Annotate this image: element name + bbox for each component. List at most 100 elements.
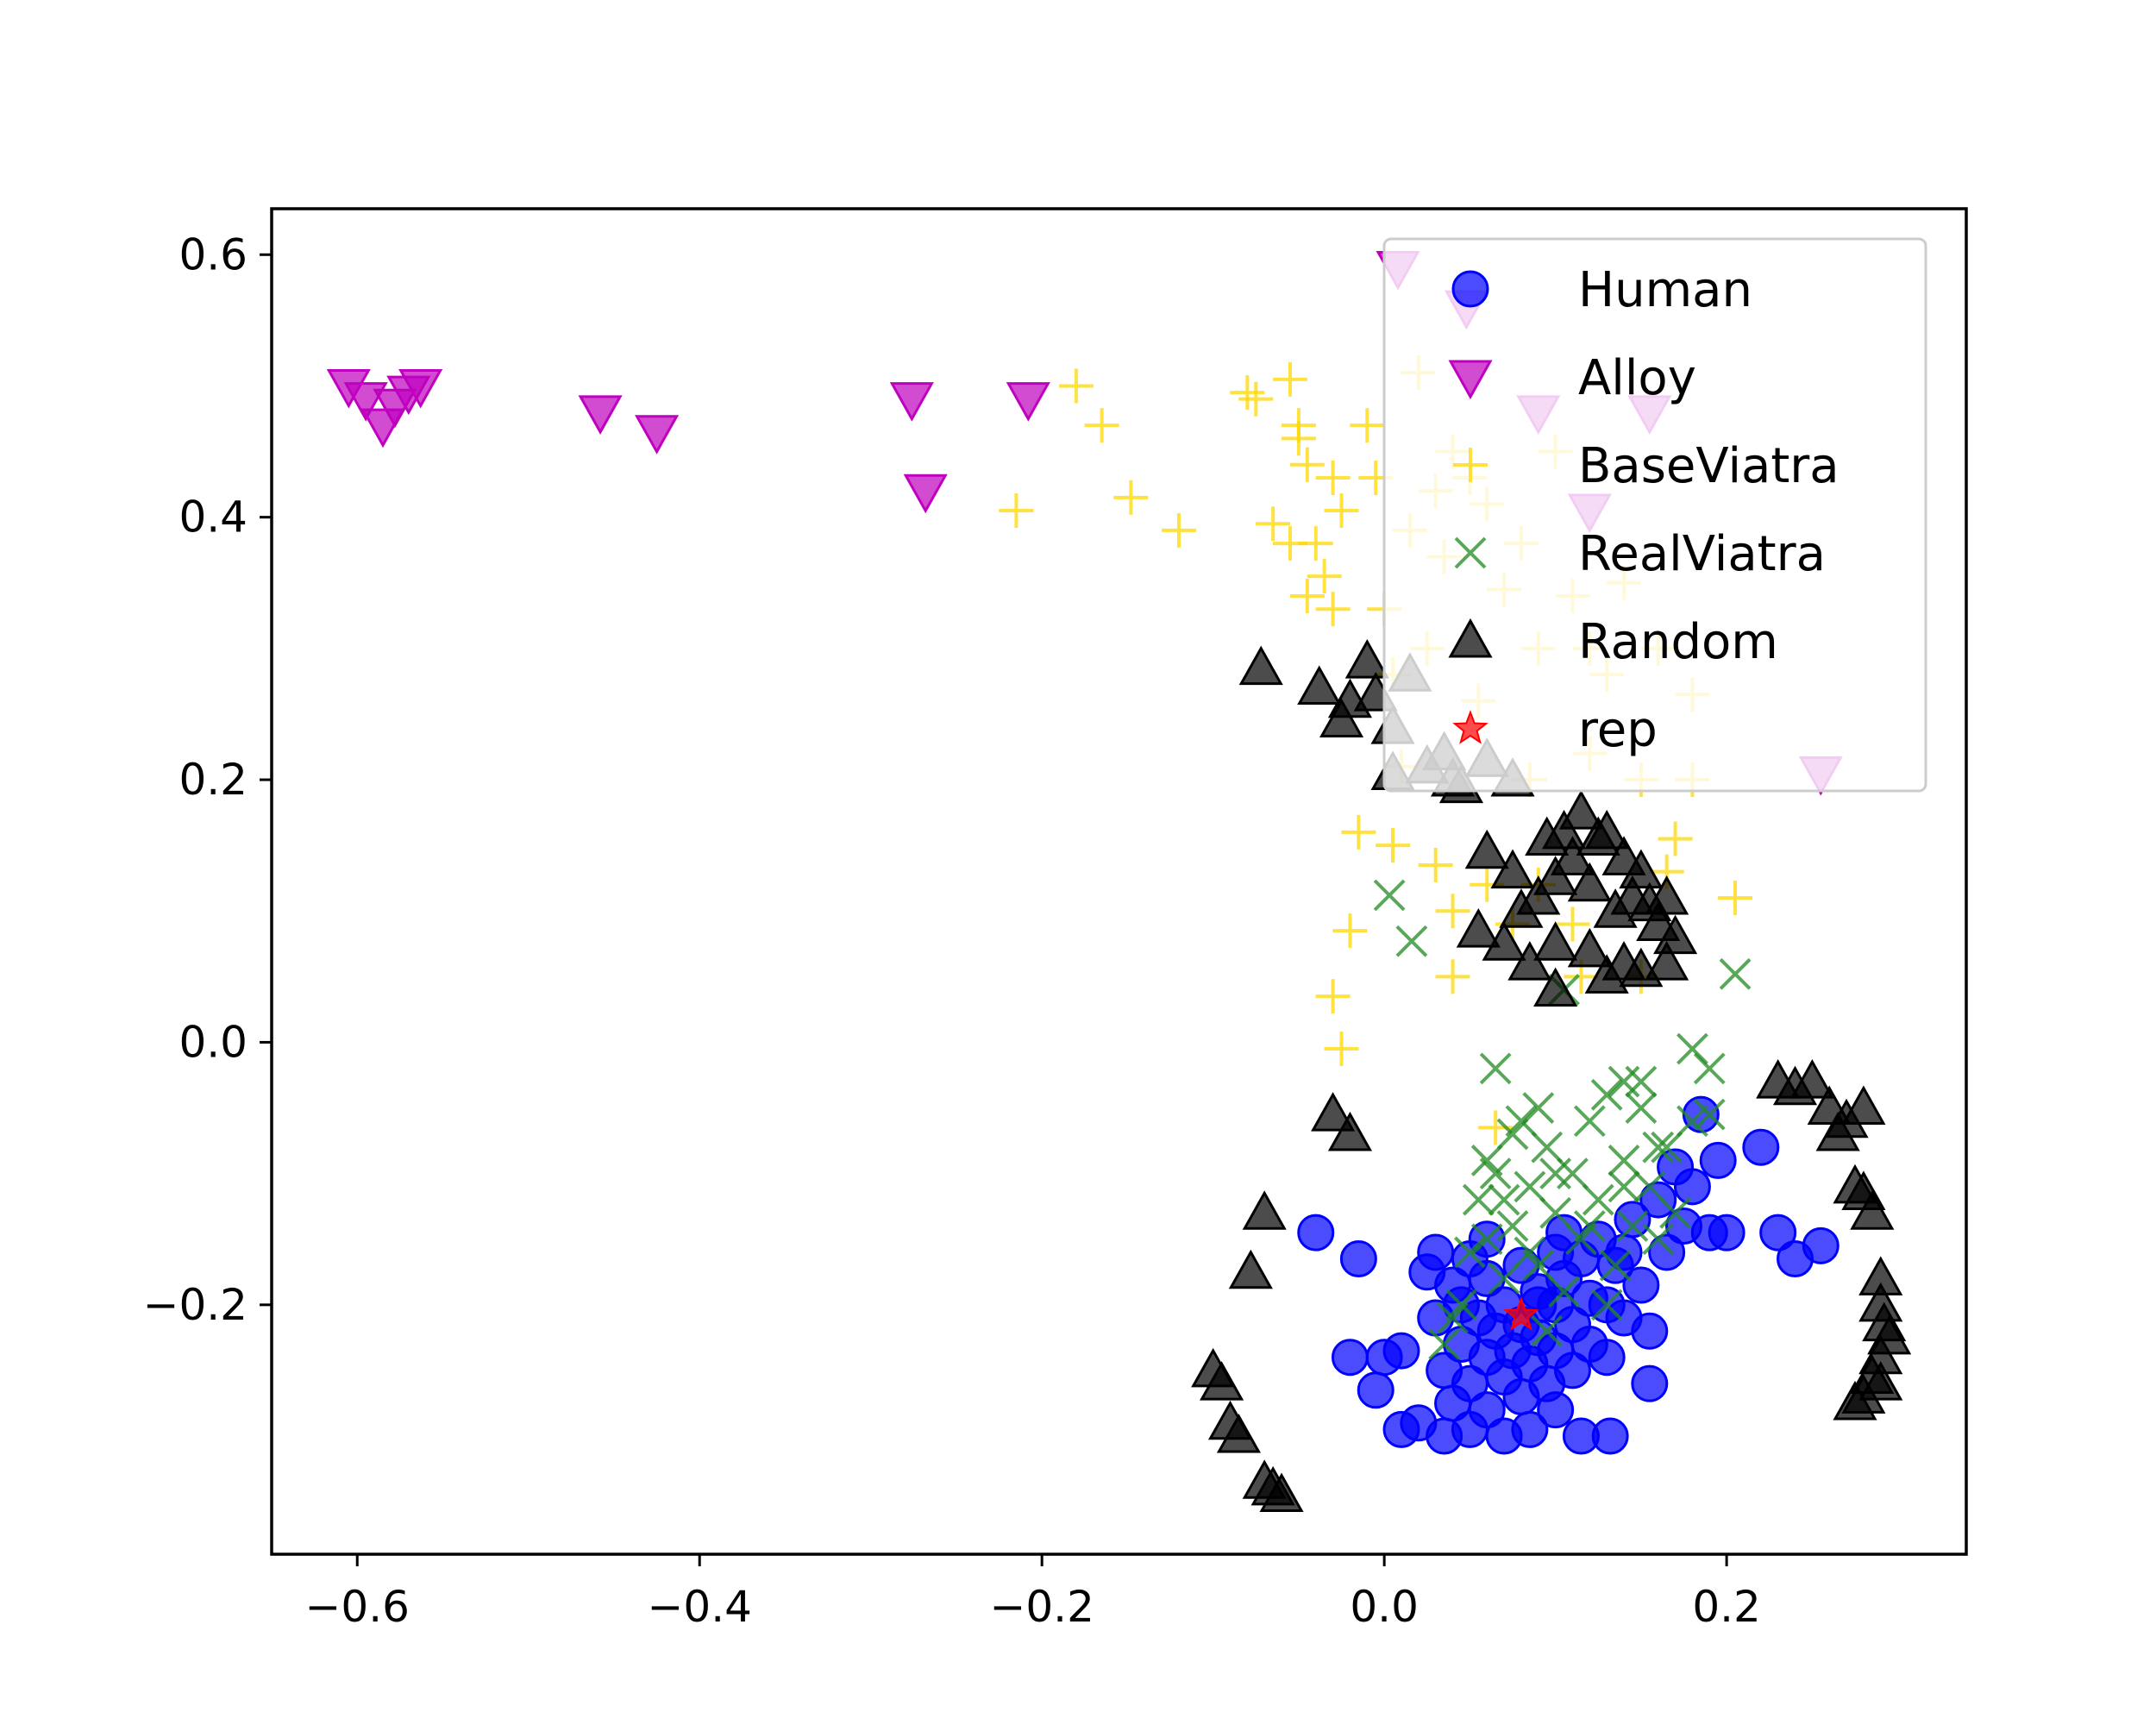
data-point-realviatra [1531, 1131, 1564, 1164]
data-point-alloy [1006, 382, 1050, 422]
data-point-baseviatra [1238, 381, 1274, 417]
data-point-random [1327, 1111, 1373, 1151]
data-point-realviatra [1693, 1052, 1726, 1085]
data-point-human [1759, 1214, 1797, 1251]
data-point-human [1417, 1233, 1455, 1271]
series-random [1191, 639, 1912, 1513]
data-point-baseviatra [1307, 559, 1342, 594]
data-point-baseviatra [1315, 979, 1351, 1014]
data-point-baseviatra [1272, 526, 1307, 561]
data-point-realviatra [1488, 1183, 1520, 1216]
x-tick-label: 0.0 [1350, 1582, 1419, 1632]
x-tick-label: −0.2 [989, 1582, 1094, 1632]
data-point-random [1238, 645, 1283, 686]
x-tick-label: −0.4 [648, 1582, 752, 1632]
y-tick-label: 0.6 [179, 229, 248, 279]
data-point-baseviatra [1324, 1032, 1359, 1067]
data-point-realviatra [1470, 1223, 1503, 1256]
data-point-human [1511, 1410, 1549, 1448]
data-point-baseviatra [1376, 828, 1411, 863]
data-point-realviatra [1522, 1092, 1555, 1124]
data-point-random [1200, 1361, 1244, 1401]
legend-box [1382, 237, 1927, 793]
y-tick-label: 0.0 [179, 1017, 248, 1067]
data-point-baseviatra [1315, 592, 1351, 627]
data-point-realviatra [1693, 1098, 1726, 1131]
data-point-random [1833, 1380, 1877, 1421]
data-point-realviatra [1531, 1314, 1564, 1347]
data-point-random [1567, 862, 1612, 902]
data-point-realviatra [1557, 1157, 1589, 1190]
data-point-random [1216, 1413, 1262, 1453]
legend-label: Human [1578, 262, 1752, 318]
data-point-realviatra [1608, 1144, 1640, 1176]
data-point-realviatra [1677, 1032, 1708, 1065]
legend-item-human: Human [1451, 262, 1752, 318]
data-point-random [1533, 856, 1578, 895]
data-point-human [1742, 1128, 1780, 1166]
data-point-realviatra [1625, 1092, 1658, 1124]
y-tick-label: 0.2 [179, 755, 248, 805]
data-point-alloy [903, 474, 948, 514]
data-point-random [1619, 947, 1664, 988]
data-point-realviatra [1590, 1078, 1623, 1111]
data-point-realviatra [1428, 1328, 1461, 1360]
y-tick-label: 0.4 [179, 492, 248, 543]
data-point-realviatra [1373, 879, 1406, 912]
data-point-random [1558, 790, 1603, 830]
data-point-alloy [578, 395, 623, 435]
data-point-human [1673, 1168, 1711, 1206]
axes-layer: −0.6 −0.4 −0.2 0.0 0.2 −0.2 0.0 0.2 0.4 0.6 [143, 229, 1761, 1632]
data-point-alloy [889, 382, 934, 422]
data-point-random [1319, 698, 1364, 738]
data-point-human [1631, 1312, 1669, 1350]
data-point-realviatra [1633, 1170, 1666, 1203]
data-point-baseviatra [1281, 421, 1316, 456]
legend-item-realviatra: RealViatra [1454, 526, 1826, 582]
data-point-realviatra [1719, 957, 1752, 990]
data-point-human [1605, 1233, 1643, 1271]
data-point-realviatra [1625, 1065, 1658, 1098]
data-point-random [1789, 1059, 1834, 1099]
data-point-realviatra [1539, 1157, 1572, 1190]
data-point-baseviatra [1435, 894, 1470, 929]
data-point-realviatra [1479, 1052, 1512, 1085]
data-point-realviatra [1590, 1289, 1623, 1321]
data-point-random [1850, 1190, 1895, 1230]
data-point-random [1567, 927, 1612, 968]
legend-item-alloy: Alloy [1448, 350, 1696, 406]
data-point-realviatra [1395, 925, 1428, 957]
data-point-baseviatra [1418, 847, 1453, 882]
data-point-baseviatra [1230, 375, 1265, 411]
data-point-realviatra [1496, 1210, 1529, 1242]
data-point-baseviatra [1324, 493, 1359, 529]
data-point-realviatra [1496, 1118, 1529, 1151]
data-point-human [1331, 1339, 1369, 1377]
data-point-random [1297, 665, 1342, 706]
data-point-human [1648, 1233, 1686, 1271]
data-point-human [1357, 1371, 1395, 1409]
data-point-realviatra [1642, 1131, 1675, 1164]
data-point-human [1562, 1417, 1600, 1455]
data-point-human [1468, 1391, 1506, 1429]
legend-item-rep: rep [1452, 702, 1658, 758]
data-point-human [1699, 1141, 1737, 1179]
data-point-realviatra [1514, 1236, 1546, 1269]
data-point-realviatra [1659, 1196, 1691, 1229]
legend-marker-baseviatra [1453, 448, 1488, 482]
legend-marker-rep [1452, 710, 1489, 744]
data-point-baseviatra [1113, 480, 1149, 515]
plot-area-frame [270, 207, 1968, 1556]
data-point-realviatra [1677, 1105, 1708, 1138]
data-point-human [1639, 1181, 1677, 1219]
data-point-realviatra [1651, 1131, 1683, 1164]
data-point-baseviatra [1332, 913, 1368, 949]
series-human [1297, 1095, 1839, 1455]
data-point-realviatra [1453, 1236, 1486, 1269]
data-point-random [1507, 941, 1552, 981]
data-point-realviatra [1479, 1157, 1512, 1190]
data-point-baseviatra [1341, 814, 1376, 850]
data-point-baseviatra [1315, 461, 1351, 495]
